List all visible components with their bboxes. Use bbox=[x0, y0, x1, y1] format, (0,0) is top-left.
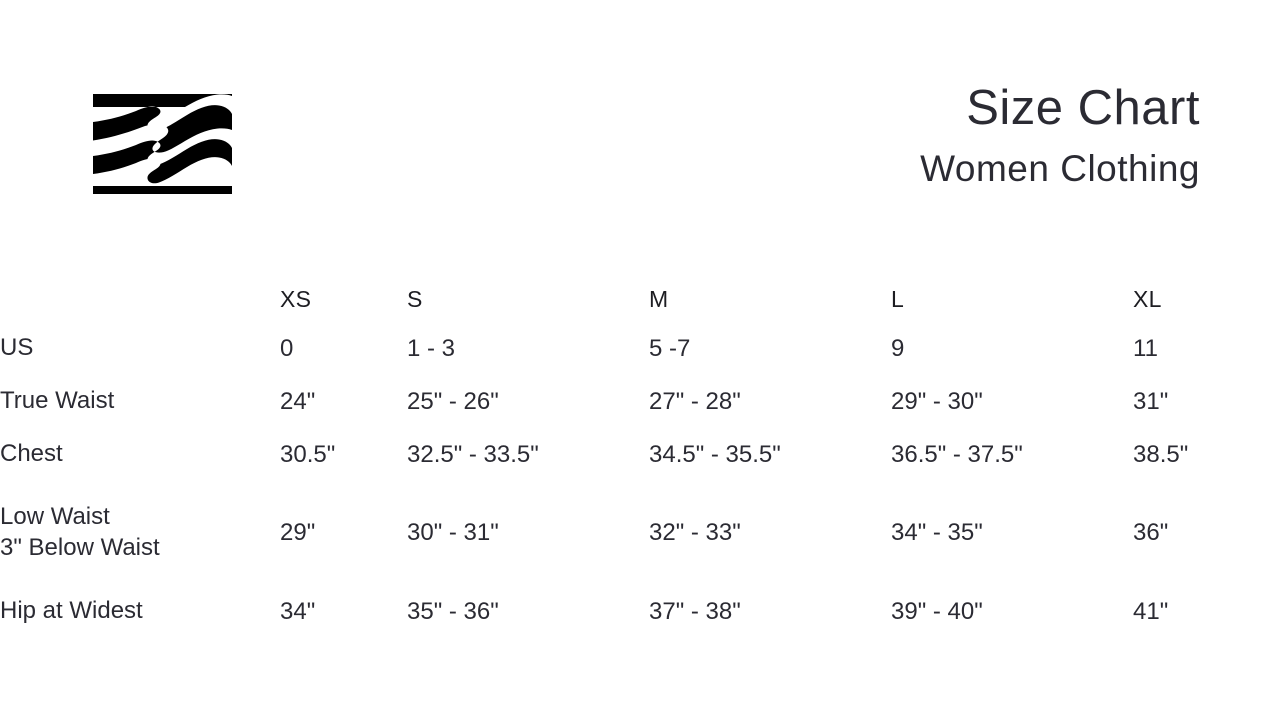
row-label-chest: Chest bbox=[0, 428, 280, 481]
cell-us-xs: 0 bbox=[280, 334, 294, 362]
cell-us-l: 9 bbox=[891, 334, 905, 362]
cell-low-waist-xl: 36" bbox=[1133, 519, 1169, 546]
cell-low-waist-xs: 29" bbox=[280, 519, 316, 546]
cell-us-xl: 11 bbox=[1133, 334, 1158, 362]
row-label-us: US bbox=[0, 322, 280, 375]
column-header-l: L bbox=[891, 285, 905, 312]
cell-true-waist-xs: 24" bbox=[280, 387, 316, 415]
size-chart-table: XS S M L XL US 0 1 - 3 5 -7 9 11 True Wa… bbox=[0, 276, 1280, 638]
table-row: Low Waist 3" Below Waist 29" 30" - 31" 3… bbox=[0, 481, 1280, 585]
page-title: Size Chart bbox=[966, 81, 1200, 135]
table-row: Hip at Widest 34" 35" - 36" 37" - 38" 39… bbox=[0, 585, 1280, 638]
cell-us-s: 1 - 3 bbox=[407, 334, 456, 362]
page-subtitle: Women Clothing bbox=[920, 147, 1200, 189]
column-header-xs: XS bbox=[280, 285, 312, 312]
billabong-wave-logo-icon bbox=[93, 94, 232, 194]
cell-hip-l: 39" - 40" bbox=[891, 597, 983, 625]
table-row: True Waist 24" 25" - 26" 27" - 28" 29" -… bbox=[0, 375, 1280, 428]
size-chart-table-wrapper: XS S M L XL US 0 1 - 3 5 -7 9 11 True Wa… bbox=[0, 276, 1280, 638]
cell-hip-s: 35" - 36" bbox=[407, 597, 499, 625]
cell-low-waist-s: 30" - 31" bbox=[407, 519, 499, 546]
title-block: Size Chart Women Clothing bbox=[920, 82, 1200, 190]
column-header-xl: XL bbox=[1133, 285, 1162, 312]
row-label-hip-at-widest: Hip at Widest bbox=[0, 585, 280, 638]
cell-true-waist-l: 29" - 30" bbox=[891, 387, 983, 415]
column-header-blank bbox=[0, 276, 280, 322]
cell-chest-s: 32.5" - 33.5" bbox=[407, 440, 539, 468]
cell-true-waist-m: 27" - 28" bbox=[649, 387, 741, 415]
table-row: Chest 30.5" 32.5" - 33.5" 34.5" - 35.5" … bbox=[0, 428, 1280, 481]
cell-hip-xs: 34" bbox=[280, 597, 316, 625]
table-row: US 0 1 - 3 5 -7 9 11 bbox=[0, 322, 1280, 375]
column-header-m: M bbox=[649, 285, 669, 312]
column-header-s: S bbox=[407, 285, 423, 312]
row-label-true-waist: True Waist bbox=[0, 375, 280, 428]
cell-true-waist-xl: 31" bbox=[1133, 387, 1169, 415]
cell-chest-xl: 38.5" bbox=[1133, 440, 1189, 468]
cell-low-waist-l: 34" - 35" bbox=[891, 519, 983, 546]
row-label-low-waist: Low Waist 3" Below Waist bbox=[0, 481, 280, 585]
cell-low-waist-m: 32" - 33" bbox=[649, 519, 741, 546]
page-header: Size Chart Women Clothing bbox=[0, 0, 1280, 260]
table-header-row: XS S M L XL bbox=[0, 276, 1280, 322]
cell-chest-xs: 30.5" bbox=[280, 440, 336, 468]
row-label-line: Hip at Widest bbox=[0, 597, 143, 625]
row-label-line: Low Waist bbox=[0, 503, 110, 531]
row-label-line: US bbox=[0, 334, 34, 362]
row-label-line: 3" Below Waist bbox=[0, 534, 160, 561]
cell-us-m: 5 -7 bbox=[649, 334, 691, 362]
cell-hip-m: 37" - 38" bbox=[649, 597, 741, 625]
cell-hip-xl: 41" bbox=[1133, 597, 1169, 625]
cell-true-waist-s: 25" - 26" bbox=[407, 387, 499, 415]
row-label-line: True Waist bbox=[0, 387, 115, 415]
cell-chest-m: 34.5" - 35.5" bbox=[649, 440, 781, 468]
row-label-line: Chest bbox=[0, 440, 63, 468]
cell-chest-l: 36.5" - 37.5" bbox=[891, 440, 1023, 468]
